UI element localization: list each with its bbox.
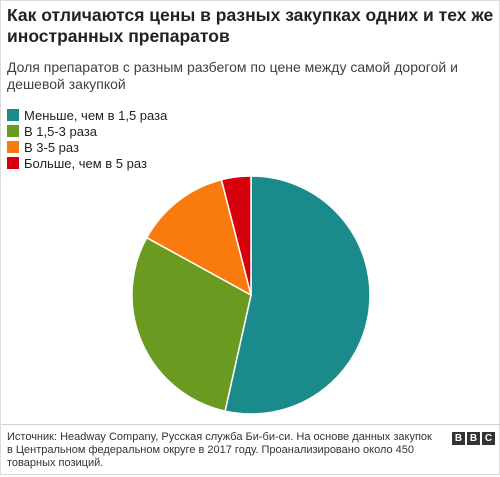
legend-label: В 3-5 раз xyxy=(24,139,79,155)
logo-letter: C xyxy=(482,432,495,445)
logo-letter: B xyxy=(452,432,465,445)
legend-label: Больше, чем в 5 раз xyxy=(24,155,147,171)
pie-slice xyxy=(220,175,252,296)
legend-label: В 1,5-3 раза xyxy=(24,123,98,139)
legend-swatch xyxy=(7,125,19,137)
pie-slice xyxy=(224,175,371,415)
chart-subtitle: Доля препаратов с разным разбегом по цен… xyxy=(7,59,458,92)
legend-item: В 3-5 раз xyxy=(7,139,167,155)
pie-slice xyxy=(145,178,253,297)
legend: Меньше, чем в 1,5 раза В 1,5-3 раза В 3-… xyxy=(7,107,167,171)
pie-chart xyxy=(131,175,371,415)
bbc-logo: B B C xyxy=(452,432,495,445)
pie-slice xyxy=(131,236,252,413)
legend-label: Меньше, чем в 1,5 раза xyxy=(24,107,168,123)
logo-letter: B xyxy=(467,432,480,445)
legend-item: Меньше, чем в 1,5 раза xyxy=(7,107,167,123)
legend-item: В 1,5-3 раза xyxy=(7,123,167,139)
legend-swatch xyxy=(7,109,19,121)
legend-item: Больше, чем в 5 раз xyxy=(7,155,167,171)
legend-swatch xyxy=(7,141,19,153)
footer: Источник: Headway Company, Русская служб… xyxy=(1,424,500,477)
legend-swatch xyxy=(7,157,19,169)
source-note: Источник: Headway Company, Русская служб… xyxy=(7,431,432,469)
chart-title: Как отличаются цены в разных закупках од… xyxy=(7,5,494,46)
